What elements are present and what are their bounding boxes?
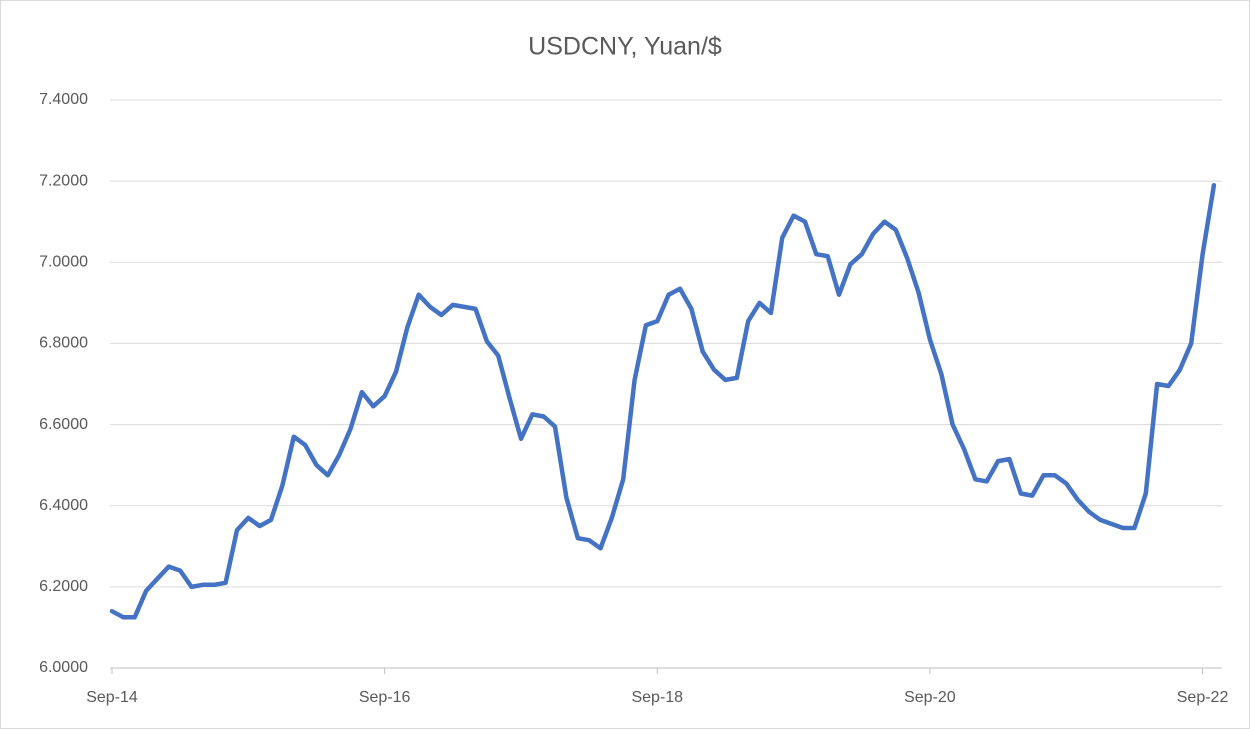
x-tick-label: Sep-18 — [631, 689, 683, 706]
y-tick-label: 7.2000 — [39, 172, 88, 189]
line-series — [109, 182, 1217, 620]
y-tick-label: 6.8000 — [39, 335, 88, 352]
y-tick-label: 7.0000 — [39, 254, 88, 271]
x-tick-label: Sep-14 — [86, 689, 138, 706]
x-tick-label: Sep-20 — [904, 689, 956, 706]
x-tick-label: Sep-22 — [1177, 689, 1229, 706]
chart-title: USDCNY, Yuan/$ — [528, 33, 722, 61]
y-tick-label: 6.4000 — [39, 497, 88, 514]
y-tick-label: 7.4000 — [39, 91, 88, 108]
y-tick-label: 6.0000 — [39, 659, 88, 676]
y-tick-label: 6.2000 — [39, 578, 88, 595]
y-tick-label: 6.6000 — [39, 416, 88, 433]
x-tick-label: Sep-16 — [359, 689, 411, 706]
